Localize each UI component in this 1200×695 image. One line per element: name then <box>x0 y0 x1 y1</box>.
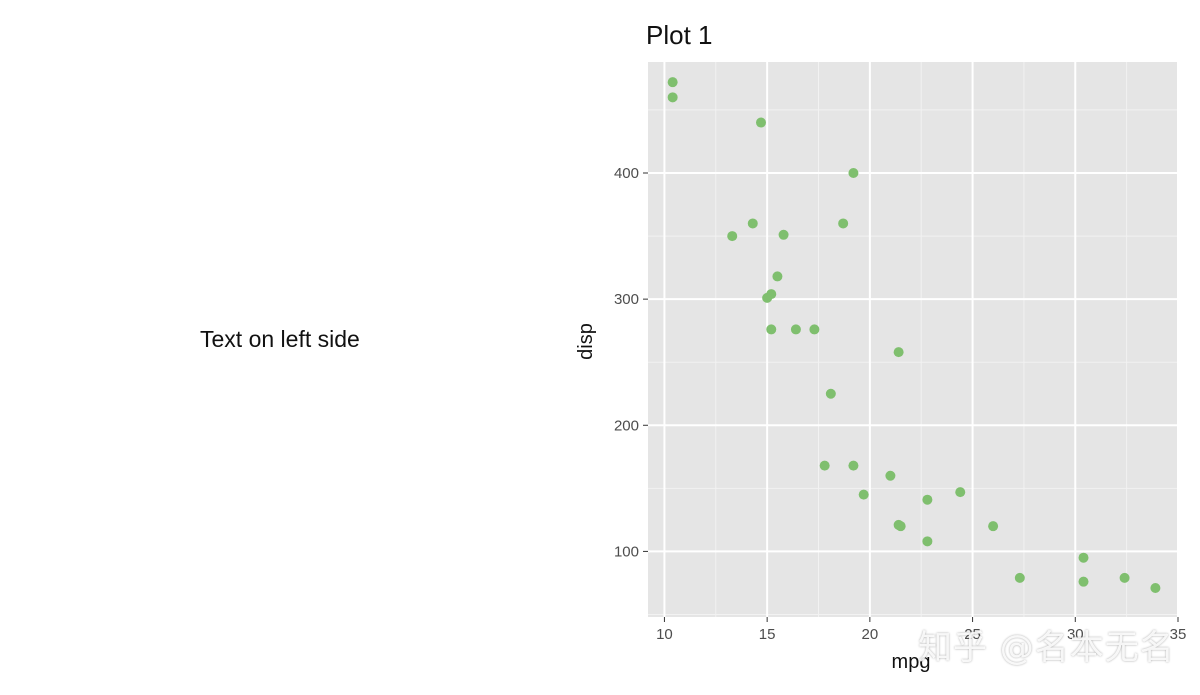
data-point <box>747 218 758 229</box>
y-tick-label: 100 <box>614 543 639 560</box>
data-point <box>988 521 999 532</box>
data-point <box>766 324 777 335</box>
data-point <box>1014 572 1025 583</box>
x-tick-label: 15 <box>759 626 776 643</box>
y-tick-label: 300 <box>614 291 639 308</box>
data-point <box>848 460 859 471</box>
data-point <box>858 489 869 500</box>
data-point <box>1078 552 1089 563</box>
y-tick-label: 200 <box>614 417 639 434</box>
data-point <box>1119 572 1130 583</box>
data-point <box>1078 576 1089 587</box>
data-point <box>885 470 896 481</box>
x-tick-label: 30 <box>1067 626 1084 643</box>
data-point <box>809 324 820 335</box>
plot-title: Plot 1 <box>646 20 713 50</box>
data-point <box>922 494 933 505</box>
data-point <box>838 218 849 229</box>
x-axis-title: mpg <box>892 651 931 673</box>
data-point <box>667 92 678 103</box>
data-point <box>819 460 830 471</box>
data-point <box>790 324 801 335</box>
y-tick-label: 400 <box>614 165 639 182</box>
data-point <box>1150 582 1161 593</box>
data-point <box>893 347 904 358</box>
x-tick-label: 20 <box>862 626 879 643</box>
data-point <box>825 388 836 399</box>
data-point <box>772 271 783 282</box>
data-point <box>762 292 773 303</box>
data-point <box>848 168 859 178</box>
x-tick-label: 10 <box>656 626 673 643</box>
data-point <box>727 231 738 242</box>
data-point <box>778 229 789 240</box>
left-side-text: Text on left side <box>200 326 360 352</box>
data-point <box>755 117 766 128</box>
x-tick-label: 35 <box>1170 626 1187 643</box>
data-point <box>667 77 678 88</box>
y-axis-title: disp <box>575 323 597 360</box>
plot-panel <box>648 62 1178 617</box>
data-point <box>955 487 966 498</box>
x-tick-label: 25 <box>964 626 981 643</box>
data-point <box>895 521 906 532</box>
data-point <box>922 536 933 547</box>
